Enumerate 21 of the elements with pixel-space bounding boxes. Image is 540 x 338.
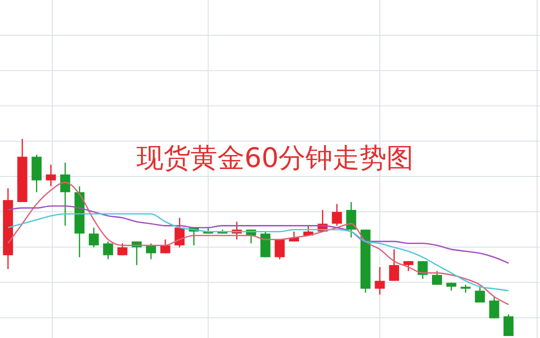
candlestick: [46, 164, 56, 187]
chart-title: 现货黄金60分钟走势图: [136, 143, 414, 174]
candlestick: [60, 162, 70, 226]
candlestick: [418, 260, 428, 280]
candlestick: [32, 154, 42, 193]
candlestick: [260, 230, 270, 258]
candlestick: [389, 248, 400, 282]
candlestick: [346, 201, 356, 238]
candlestick: [474, 286, 485, 304]
candlestick: [504, 314, 514, 337]
candlestick: [174, 217, 185, 248]
candlestick: [274, 238, 285, 260]
candlestick: [432, 270, 442, 286]
candlestick: [403, 260, 414, 272]
candlestick: [88, 227, 99, 248]
candlestick: [160, 238, 170, 254]
candlestick: [374, 266, 385, 296]
candlestick: [146, 242, 156, 260]
candlestick: [489, 296, 500, 319]
candlestick: [332, 203, 342, 226]
candlestick: [103, 240, 114, 260]
